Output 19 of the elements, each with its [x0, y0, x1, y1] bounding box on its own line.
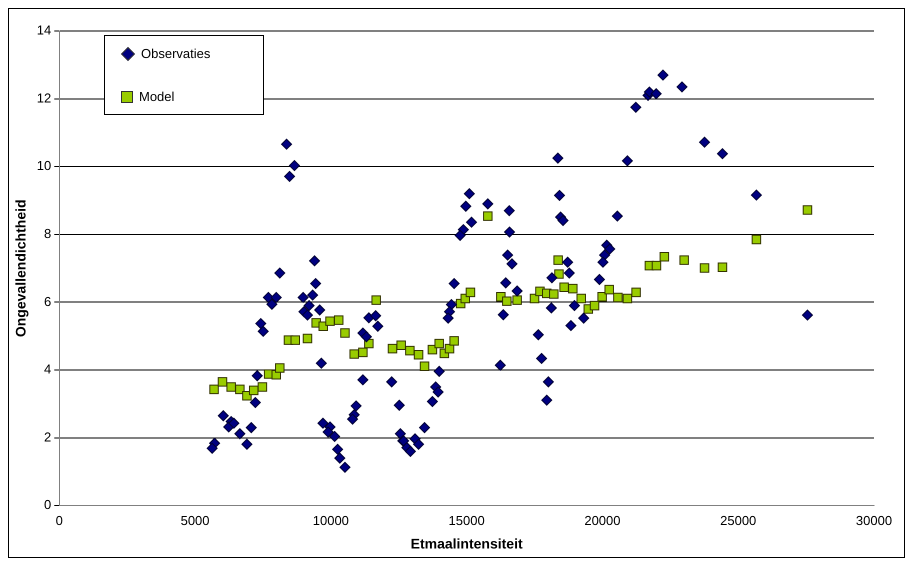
legend-label: Observaties: [141, 46, 210, 61]
x-tick-label: 20000: [584, 512, 620, 528]
x-tick-label: 15000: [448, 512, 485, 528]
y-tick-label: 6: [44, 294, 52, 309]
y-tick-label: 14: [36, 22, 52, 38]
y-axis-title: Ongevallendichtheid: [12, 199, 28, 338]
x-tick-label: 25000: [720, 512, 756, 528]
y-tick-label: 8: [44, 226, 52, 241]
y-tick-label: 0: [44, 497, 52, 512]
x-tick-label: 5000: [180, 512, 210, 528]
y-tick-label: 4: [44, 362, 52, 377]
x-tick-label: 0: [56, 512, 63, 528]
x-tick-label: 10000: [312, 512, 349, 528]
x-tick-label: 30000: [856, 512, 892, 528]
y-tick-label: 10: [36, 158, 52, 174]
legend-label: Model: [139, 89, 174, 104]
x-axis-title: Etmaalintensiteit: [410, 535, 523, 552]
y-tick-label: 2: [44, 429, 52, 444]
y-tick-label: 12: [36, 90, 52, 106]
